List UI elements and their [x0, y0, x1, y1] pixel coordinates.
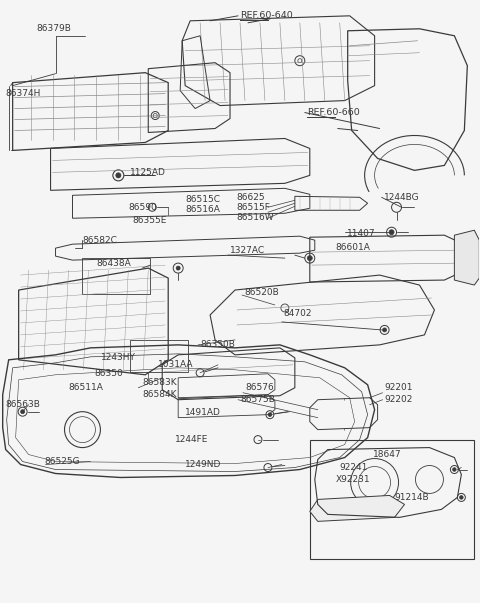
- Text: 86355E: 86355E: [132, 216, 167, 225]
- Text: 86525G: 86525G: [45, 457, 80, 466]
- Circle shape: [389, 230, 394, 235]
- Text: 1244BG: 1244BG: [384, 193, 419, 202]
- Text: 86575B: 86575B: [240, 395, 275, 404]
- Text: REF.60-640: REF.60-640: [240, 11, 293, 21]
- Text: 86520B: 86520B: [244, 288, 279, 297]
- Text: 86584K: 86584K: [142, 390, 177, 399]
- Circle shape: [21, 409, 24, 414]
- Circle shape: [268, 413, 272, 417]
- Text: 1327AC: 1327AC: [230, 245, 265, 254]
- Circle shape: [307, 256, 312, 260]
- Text: 91214B: 91214B: [395, 493, 429, 502]
- Text: 1244FE: 1244FE: [175, 435, 209, 444]
- Text: REF.60-660: REF.60-660: [307, 108, 360, 117]
- Text: 86374H: 86374H: [6, 89, 41, 98]
- Text: 86379B: 86379B: [36, 24, 72, 33]
- Text: 1031AA: 1031AA: [158, 361, 194, 369]
- Text: 86516A: 86516A: [185, 205, 220, 214]
- Text: 86350: 86350: [95, 369, 123, 378]
- Circle shape: [176, 266, 180, 270]
- Text: 86516W: 86516W: [236, 213, 274, 222]
- Text: 1125AD: 1125AD: [130, 168, 166, 177]
- Polygon shape: [310, 496, 405, 522]
- Text: 92201: 92201: [384, 384, 413, 392]
- Text: 86350B: 86350B: [200, 340, 235, 349]
- Text: 86515F: 86515F: [236, 203, 270, 212]
- Text: 92202: 92202: [384, 395, 413, 404]
- Bar: [130, 340, 188, 372]
- Text: 84702: 84702: [284, 309, 312, 318]
- Circle shape: [453, 468, 456, 472]
- Text: 1249ND: 1249ND: [185, 460, 222, 469]
- Text: 86576: 86576: [245, 384, 274, 392]
- Text: 86625: 86625: [236, 193, 264, 202]
- Text: 11407: 11407: [347, 229, 375, 238]
- Text: 18647: 18647: [372, 450, 401, 459]
- Circle shape: [383, 328, 386, 332]
- Text: 86601A: 86601A: [336, 242, 371, 251]
- Text: 86590: 86590: [128, 203, 157, 212]
- Text: 92241: 92241: [340, 463, 368, 472]
- Text: 1491AD: 1491AD: [185, 408, 221, 417]
- Text: 86515C: 86515C: [185, 195, 220, 204]
- Text: 86511A: 86511A: [69, 384, 103, 392]
- Text: 86582C: 86582C: [83, 236, 117, 245]
- Bar: [310, 440, 474, 559]
- Text: 86438A: 86438A: [96, 259, 131, 268]
- Text: 1243HY: 1243HY: [101, 353, 136, 362]
- Text: 86583K: 86583K: [142, 378, 177, 387]
- Bar: [83, 258, 150, 294]
- Polygon shape: [455, 230, 480, 285]
- Circle shape: [459, 496, 463, 499]
- Text: 86563B: 86563B: [6, 400, 40, 409]
- Text: X92231: X92231: [336, 475, 371, 484]
- Circle shape: [116, 173, 121, 178]
